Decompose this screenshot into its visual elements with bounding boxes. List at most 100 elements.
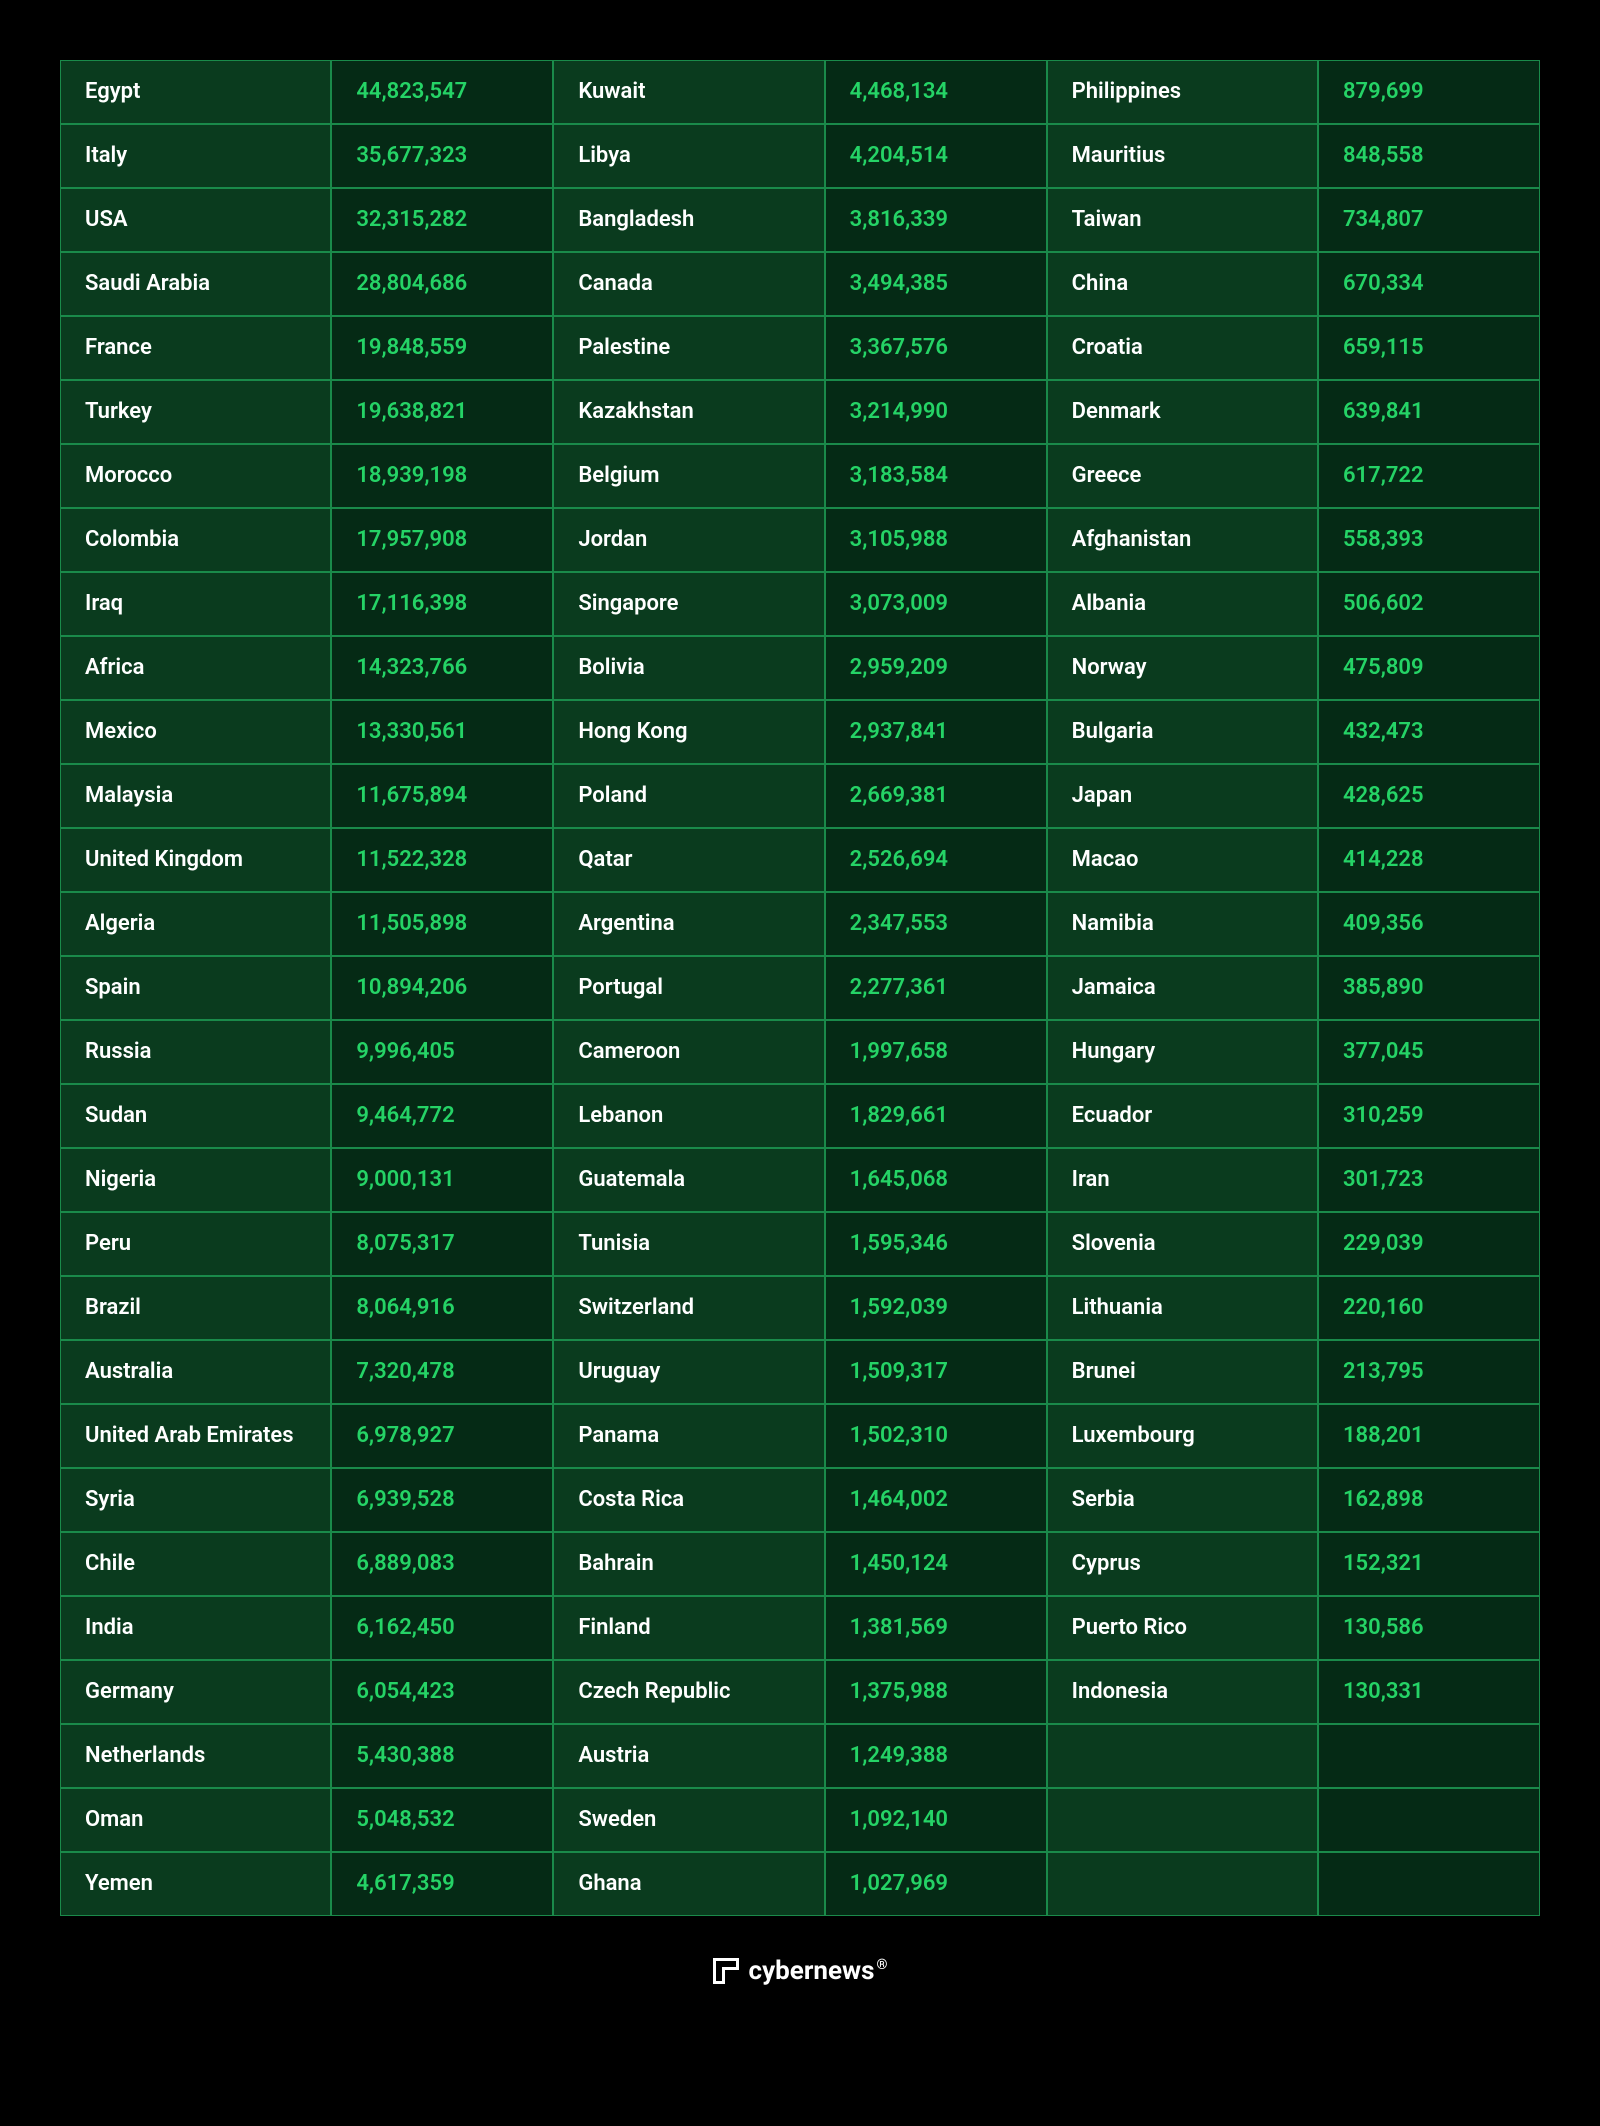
- table-row: Ecuador310,259: [1047, 1084, 1540, 1148]
- table-row: Austria1,249,388: [553, 1724, 1046, 1788]
- value-cell: 1,450,124: [825, 1532, 1047, 1596]
- table-row: Belgium3,183,584: [553, 444, 1046, 508]
- value-cell: 1,464,002: [825, 1468, 1047, 1532]
- value-cell: 1,509,317: [825, 1340, 1047, 1404]
- brand-logo-icon: [713, 1958, 739, 1984]
- table-column: Kuwait4,468,134Libya4,204,514Bangladesh3…: [553, 60, 1046, 1916]
- value-cell: 506,602: [1318, 572, 1540, 636]
- value-cell: 19,848,559: [331, 316, 553, 380]
- country-cell: United Arab Emirates: [60, 1404, 331, 1468]
- table-row: Mauritius848,558: [1047, 124, 1540, 188]
- value-cell: 11,675,894: [331, 764, 553, 828]
- country-cell: Lebanon: [553, 1084, 824, 1148]
- table-row: Chile6,889,083: [60, 1532, 553, 1596]
- country-cell: Germany: [60, 1660, 331, 1724]
- country-cell: Canada: [553, 252, 824, 316]
- table-row: Egypt44,823,547: [60, 60, 553, 124]
- country-cell: Cameroon: [553, 1020, 824, 1084]
- table-row: Guatemala1,645,068: [553, 1148, 1046, 1212]
- country-cell: Oman: [60, 1788, 331, 1852]
- country-cell: Chile: [60, 1532, 331, 1596]
- country-cell: Luxembourg: [1047, 1404, 1318, 1468]
- country-cell: Yemen: [60, 1852, 331, 1916]
- table-row: Denmark639,841: [1047, 380, 1540, 444]
- table-row: [1047, 1724, 1540, 1788]
- country-cell: Portugal: [553, 956, 824, 1020]
- table-row: Nigeria9,000,131: [60, 1148, 553, 1212]
- value-cell: 617,722: [1318, 444, 1540, 508]
- value-cell: 1,997,658: [825, 1020, 1047, 1084]
- value-cell: 2,669,381: [825, 764, 1047, 828]
- country-cell: Bangladesh: [553, 188, 824, 252]
- country-cell: Belgium: [553, 444, 824, 508]
- table-row: Jamaica385,890: [1047, 956, 1540, 1020]
- value-cell: 428,625: [1318, 764, 1540, 828]
- table-row: Afghanistan558,393: [1047, 508, 1540, 572]
- value-cell: 385,890: [1318, 956, 1540, 1020]
- value-cell: 18,939,198: [331, 444, 553, 508]
- table-row: Australia7,320,478: [60, 1340, 553, 1404]
- country-cell: Netherlands: [60, 1724, 331, 1788]
- value-cell: 8,064,916: [331, 1276, 553, 1340]
- value-cell: 162,898: [1318, 1468, 1540, 1532]
- table-row: Norway475,809: [1047, 636, 1540, 700]
- table-row: Netherlands5,430,388: [60, 1724, 553, 1788]
- country-cell: Nigeria: [60, 1148, 331, 1212]
- value-cell: 2,277,361: [825, 956, 1047, 1020]
- country-cell: Saudi Arabia: [60, 252, 331, 316]
- country-cell: Iran: [1047, 1148, 1318, 1212]
- country-cell: Malaysia: [60, 764, 331, 828]
- country-cell: Sweden: [553, 1788, 824, 1852]
- data-table: Egypt44,823,547Italy35,677,323USA32,315,…: [60, 60, 1540, 1916]
- registered-mark: ®: [876, 1957, 887, 1973]
- table-row: Sudan9,464,772: [60, 1084, 553, 1148]
- table-row: Ghana1,027,969: [553, 1852, 1046, 1916]
- country-cell: Serbia: [1047, 1468, 1318, 1532]
- value-cell: 3,494,385: [825, 252, 1047, 316]
- table-row: Finland1,381,569: [553, 1596, 1046, 1660]
- table-row: Philippines879,699: [1047, 60, 1540, 124]
- table-row: Spain10,894,206: [60, 956, 553, 1020]
- value-cell: 6,162,450: [331, 1596, 553, 1660]
- country-cell: Syria: [60, 1468, 331, 1532]
- value-cell: 17,116,398: [331, 572, 553, 636]
- table-row: Lithuania220,160: [1047, 1276, 1540, 1340]
- table-row: Colombia17,957,908: [60, 508, 553, 572]
- country-cell: Poland: [553, 764, 824, 828]
- value-cell: 4,204,514: [825, 124, 1047, 188]
- value-cell: 310,259: [1318, 1084, 1540, 1148]
- country-cell: Macao: [1047, 828, 1318, 892]
- country-cell: USA: [60, 188, 331, 252]
- table-row: Poland2,669,381: [553, 764, 1046, 828]
- country-cell: Switzerland: [553, 1276, 824, 1340]
- table-row: Italy35,677,323: [60, 124, 553, 188]
- table-row: Morocco18,939,198: [60, 444, 553, 508]
- table-row: Hungary377,045: [1047, 1020, 1540, 1084]
- country-cell: Norway: [1047, 636, 1318, 700]
- table-row: [1047, 1788, 1540, 1852]
- table-row: Syria6,939,528: [60, 1468, 553, 1532]
- table-column: Philippines879,699Mauritius848,558Taiwan…: [1047, 60, 1540, 1916]
- country-cell: Africa: [60, 636, 331, 700]
- value-cell: 130,586: [1318, 1596, 1540, 1660]
- value-cell: 4,617,359: [331, 1852, 553, 1916]
- table-row: Bolivia2,959,209: [553, 636, 1046, 700]
- value-cell: 8,075,317: [331, 1212, 553, 1276]
- country-cell: Qatar: [553, 828, 824, 892]
- value-cell: 1,027,969: [825, 1852, 1047, 1916]
- country-cell: Lithuania: [1047, 1276, 1318, 1340]
- table-row: Macao414,228: [1047, 828, 1540, 892]
- country-cell: Australia: [60, 1340, 331, 1404]
- country-cell: Tunisia: [553, 1212, 824, 1276]
- table-row: Palestine3,367,576: [553, 316, 1046, 380]
- value-cell: 734,807: [1318, 188, 1540, 252]
- value-cell: 1,592,039: [825, 1276, 1047, 1340]
- table-row: Bahrain1,450,124: [553, 1532, 1046, 1596]
- country-cell: Spain: [60, 956, 331, 1020]
- table-row: India6,162,450: [60, 1596, 553, 1660]
- country-cell: Afghanistan: [1047, 508, 1318, 572]
- table-row: Sweden1,092,140: [553, 1788, 1046, 1852]
- value-cell: 3,367,576: [825, 316, 1047, 380]
- value-cell: 432,473: [1318, 700, 1540, 764]
- country-cell: Greece: [1047, 444, 1318, 508]
